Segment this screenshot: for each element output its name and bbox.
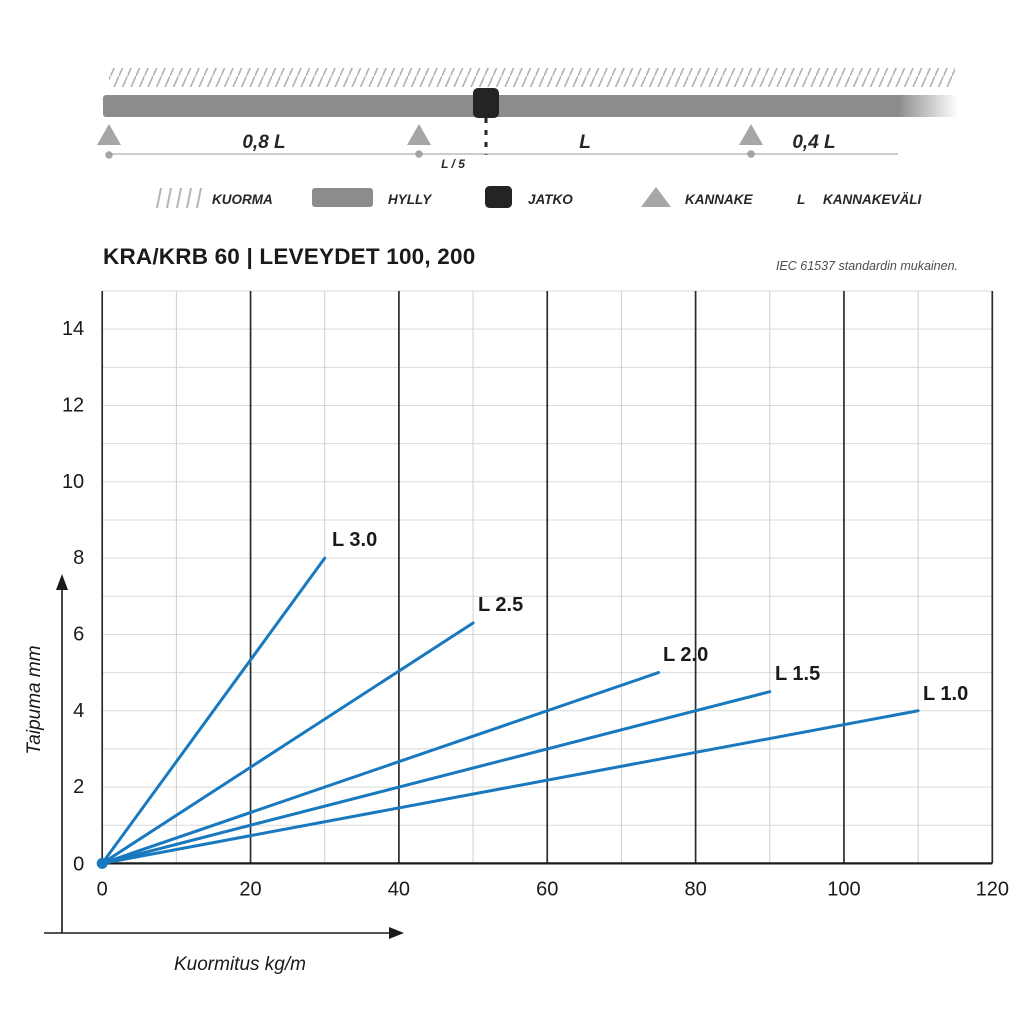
svg-text:12: 12 — [62, 394, 84, 416]
svg-text:60: 60 — [536, 878, 558, 900]
svg-text:L 3.0: L 3.0 — [332, 529, 377, 551]
svg-text:20: 20 — [239, 878, 261, 900]
svg-text:L 1.0: L 1.0 — [923, 683, 968, 705]
svg-text:L 2.5: L 2.5 — [478, 594, 523, 616]
svg-text:100: 100 — [827, 878, 860, 900]
svg-text:14: 14 — [62, 318, 84, 340]
svg-text:40: 40 — [388, 878, 410, 900]
svg-text:2: 2 — [73, 776, 84, 798]
svg-text:120: 120 — [976, 878, 1009, 900]
svg-text:Kuormitus kg/m: Kuormitus kg/m — [174, 954, 306, 975]
svg-text:L 1.5: L 1.5 — [775, 663, 820, 685]
svg-text:80: 80 — [684, 878, 706, 900]
svg-text:L 2.0: L 2.0 — [663, 644, 708, 666]
svg-text:6: 6 — [73, 623, 84, 645]
svg-text:8: 8 — [73, 547, 84, 569]
svg-text:Taipuma mm: Taipuma mm — [24, 645, 45, 754]
svg-text:0: 0 — [97, 878, 108, 900]
svg-text:4: 4 — [73, 700, 84, 722]
svg-text:10: 10 — [62, 471, 84, 493]
svg-text:0: 0 — [73, 853, 84, 875]
